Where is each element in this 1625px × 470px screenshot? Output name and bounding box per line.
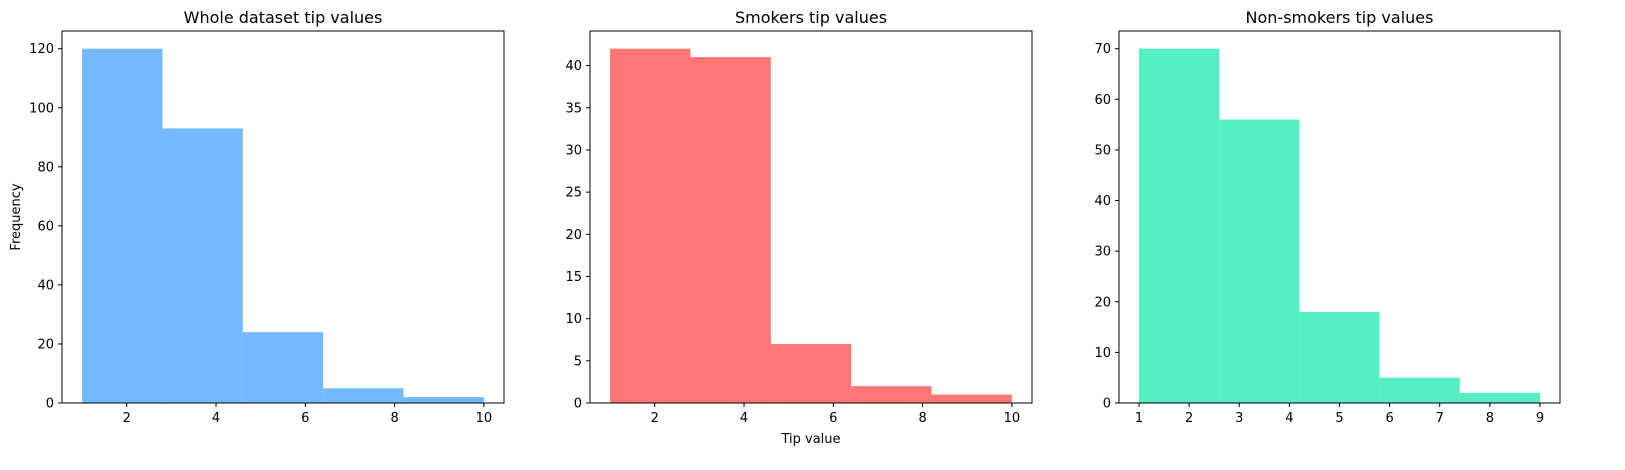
x-tick-label: 8: [918, 411, 926, 426]
x-tick-label: 2: [123, 411, 131, 426]
histogram-bar: [162, 128, 243, 403]
y-tick-label: 0: [46, 397, 54, 412]
x-tick-label: 6: [1385, 411, 1393, 426]
y-tick-label: 10: [1094, 346, 1111, 361]
y-tick-label: 40: [565, 59, 582, 74]
chart-title: Non-smokers tip values: [1246, 8, 1434, 27]
y-tick-label: 30: [565, 143, 582, 158]
histogram-bar: [323, 388, 404, 403]
histogram-bar: [242, 332, 324, 403]
x-tick-label: 10: [1004, 411, 1021, 426]
y-tick-label: 80: [37, 160, 54, 175]
axes-frame: [589, 30, 1033, 404]
histogram-bar: [403, 397, 484, 403]
x-tick-label: 4: [1285, 411, 1293, 426]
y-tick-label: 100: [29, 101, 54, 116]
x-tick-label: 2: [1185, 411, 1193, 426]
y-tick-label: 25: [565, 186, 582, 201]
y-tick-label: 20: [1094, 295, 1111, 310]
x-axis-label: Tip value: [780, 432, 840, 447]
y-tick-label: 50: [1094, 143, 1111, 158]
y-tick-label: 70: [1094, 42, 1111, 57]
x-tick-label: 6: [829, 411, 837, 426]
histogram-bar: [851, 386, 932, 403]
y-tick-label: 15: [565, 270, 582, 285]
y-tick-label: 10: [565, 312, 582, 327]
y-tick-label: 35: [565, 101, 582, 116]
y-tick-label: 30: [1094, 245, 1111, 260]
y-tick-label: 60: [1094, 93, 1111, 108]
y-tick-label: 20: [565, 228, 582, 243]
y-tick-label: 120: [29, 42, 54, 57]
y-tick-label: 5: [574, 354, 582, 369]
y-tick-label: 40: [37, 278, 54, 293]
x-tick-label: 5: [1335, 411, 1343, 426]
histogram-bar: [1219, 119, 1300, 404]
y-tick-label: 60: [37, 219, 54, 234]
histogram-bar: [1459, 392, 1540, 403]
x-tick-label: 2: [651, 411, 659, 426]
x-tick-label: 4: [212, 411, 220, 426]
histogram-bar: [1379, 377, 1460, 403]
x-tick-label: 8: [1486, 411, 1494, 426]
subplot-2: 2 4 6 8 10 0 5 10 15 20 25 30 35 40 Smokers tip values…: [565, 8, 1033, 447]
x-tick-label: 4: [740, 411, 748, 426]
x-tick-label: 1: [1135, 411, 1143, 426]
y-tick-label: 40: [1094, 194, 1111, 209]
x-tick-label: 10: [476, 411, 493, 426]
x-tick-label: 6: [301, 411, 309, 426]
histogram-bar: [1299, 311, 1380, 403]
subplot-3: 1 2 3 4 5 6 7 8 9 0 10 20 30 40 50 60 70 Non-smokers tip …: [1094, 8, 1561, 426]
y-tick-label: 20: [37, 337, 54, 352]
y-tick-label: 0: [574, 397, 582, 412]
histogram-bar: [1139, 48, 1220, 403]
histogram-bar: [770, 343, 852, 403]
histogram-bar: [82, 48, 163, 403]
chart-title: Smokers tip values: [735, 8, 887, 27]
y-tick-label: 0: [1103, 397, 1111, 412]
axes-frame: [61, 30, 505, 404]
x-tick-label: 8: [390, 411, 398, 426]
chart-title: Whole dataset tip values: [184, 8, 383, 27]
x-tick-label: 9: [1536, 411, 1544, 426]
y-axis-label: Frequency: [9, 183, 24, 250]
histogram-bar: [931, 394, 1012, 403]
histogram-bar: [610, 48, 691, 403]
histogram-bar: [690, 57, 771, 403]
x-tick-label: 7: [1436, 411, 1444, 426]
x-tick-label: 3: [1235, 411, 1243, 426]
